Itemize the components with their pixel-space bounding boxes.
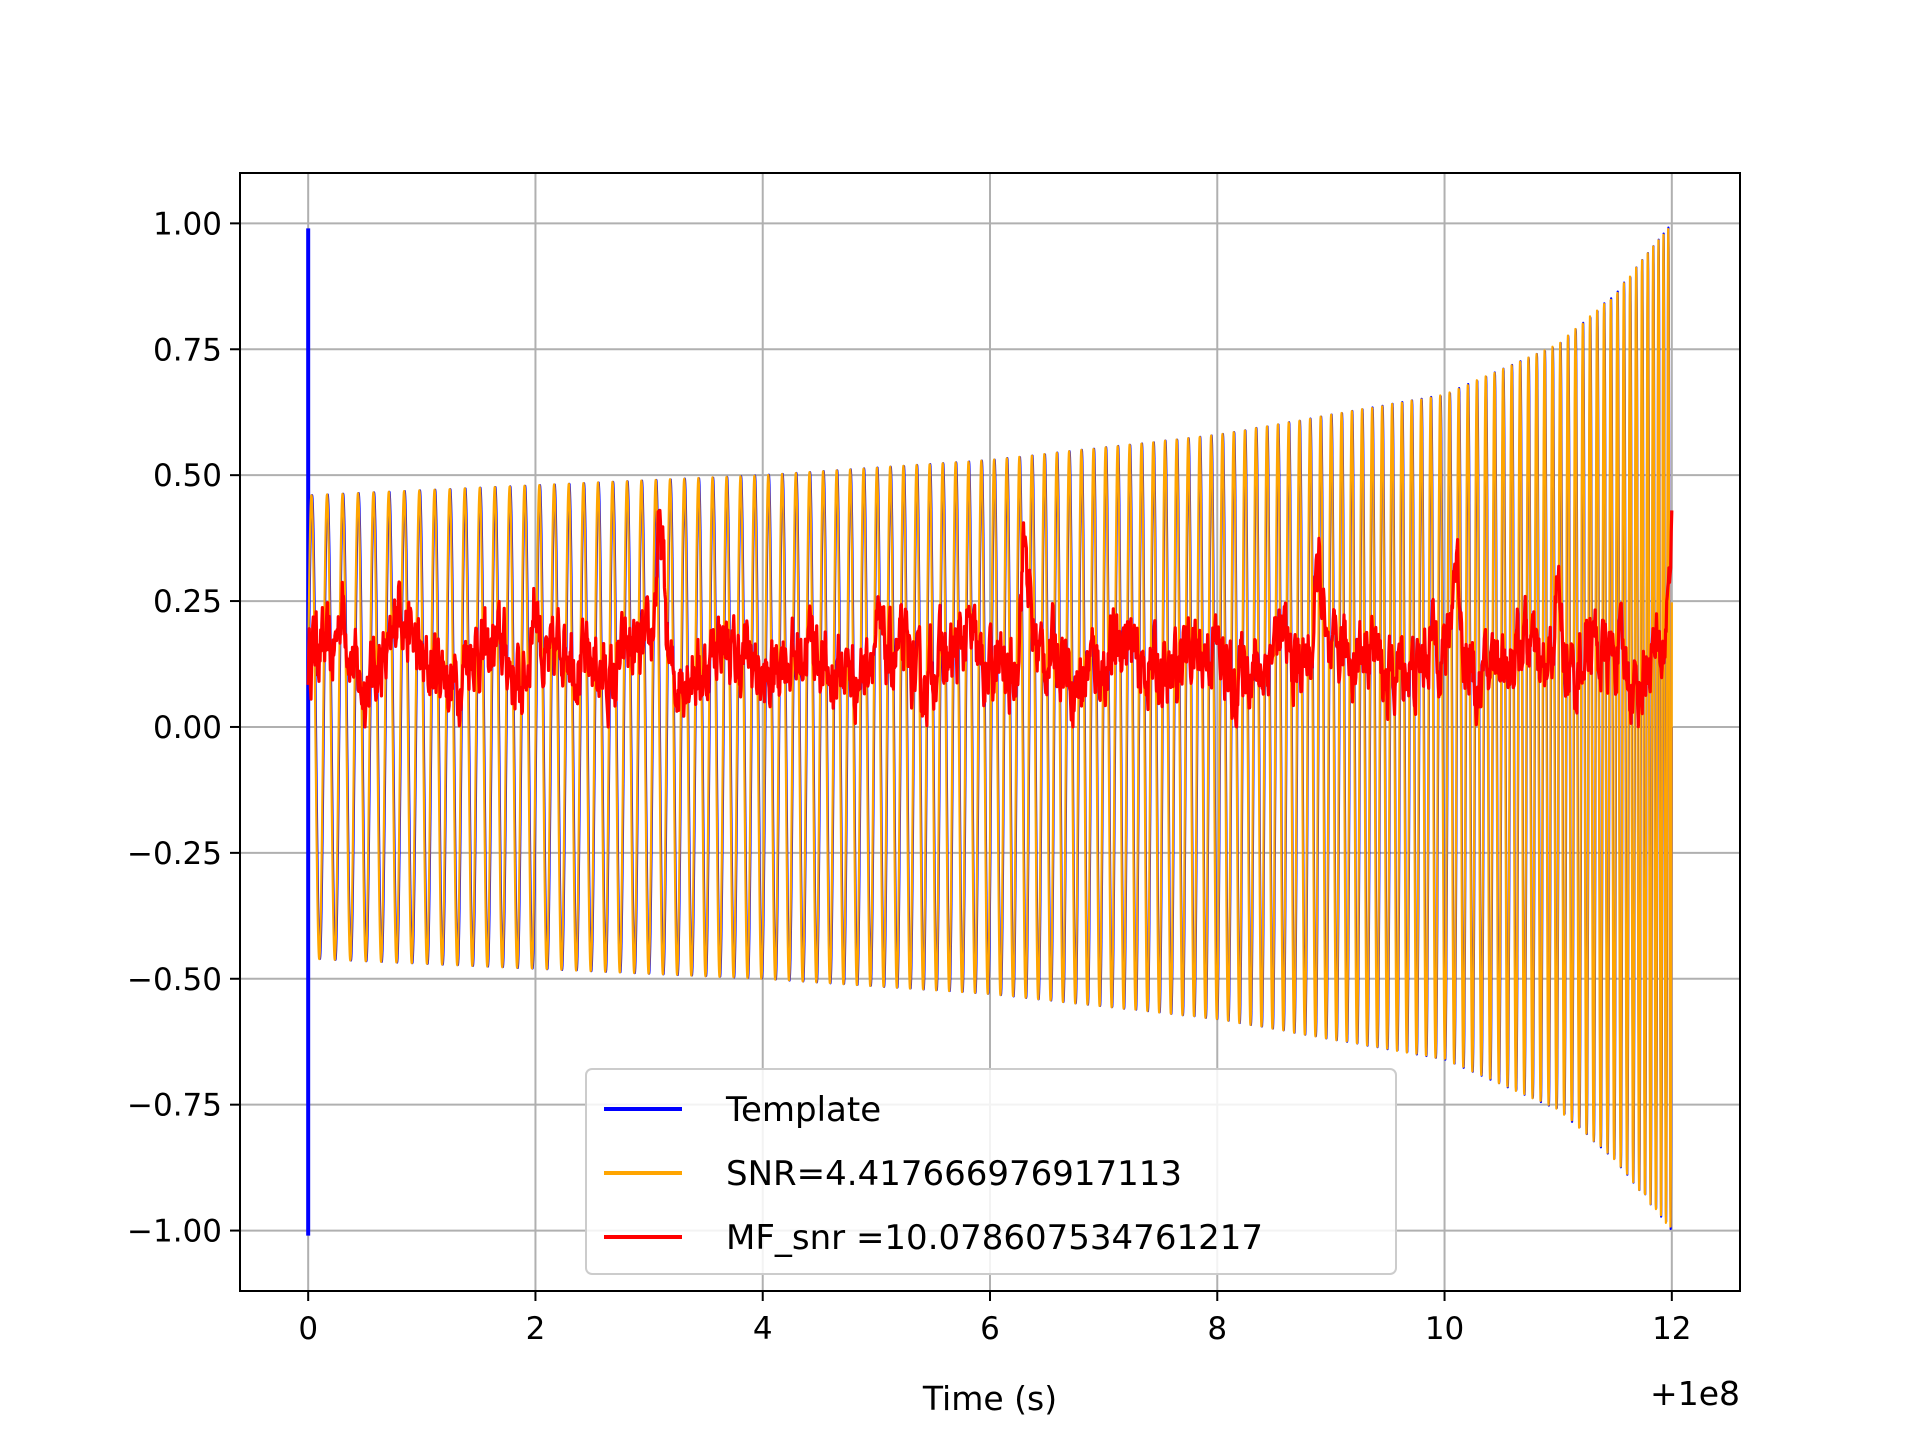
x-tick-label: 4 [753,1311,773,1347]
legend-entry-label: SNR=4.417666976917113 [726,1154,1182,1194]
x-offset-label: +1e8 [1650,1374,1740,1413]
x-tick-label: 6 [980,1311,1000,1347]
y-tick-label: −0.75 [127,1088,222,1124]
y-tick-label: 0.00 [153,710,222,746]
x-tick-label: 0 [298,1311,318,1347]
legend-entry-label: MF_snr =10.078607534761217 [726,1218,1263,1258]
snr-series-line [307,228,1673,1228]
y-tick-label: 1.00 [153,206,222,242]
x-axis-label: Time (s) [922,1379,1057,1418]
y-tick-label: −0.25 [127,836,222,872]
legend-entry-label: Template [725,1090,881,1130]
y-tick-label: −1.00 [127,1214,222,1250]
y-tick-label: −0.50 [127,962,222,998]
legend: Template SNR=4.417666976917113 MF_snr =10.… [585,1068,1397,1275]
mf-snr-series-line [306,508,1674,729]
y-tick-label: 0.50 [153,458,222,494]
x-axis: 0 2 4 6 8 10 12 [298,1291,1692,1347]
x-tick-label: 12 [1652,1311,1691,1347]
legend-box [585,1068,1397,1275]
x-tick-label: 2 [526,1311,546,1347]
x-tick-label: 10 [1425,1311,1464,1347]
y-tick-label: 0.75 [153,332,222,368]
y-tick-label: 0.25 [153,584,222,620]
x-tick-label: 8 [1207,1311,1227,1347]
y-axis: 1.00 0.75 0.50 0.25 0.00 −0.25 −0.50 −0.75 −1.00 [127,206,240,1250]
